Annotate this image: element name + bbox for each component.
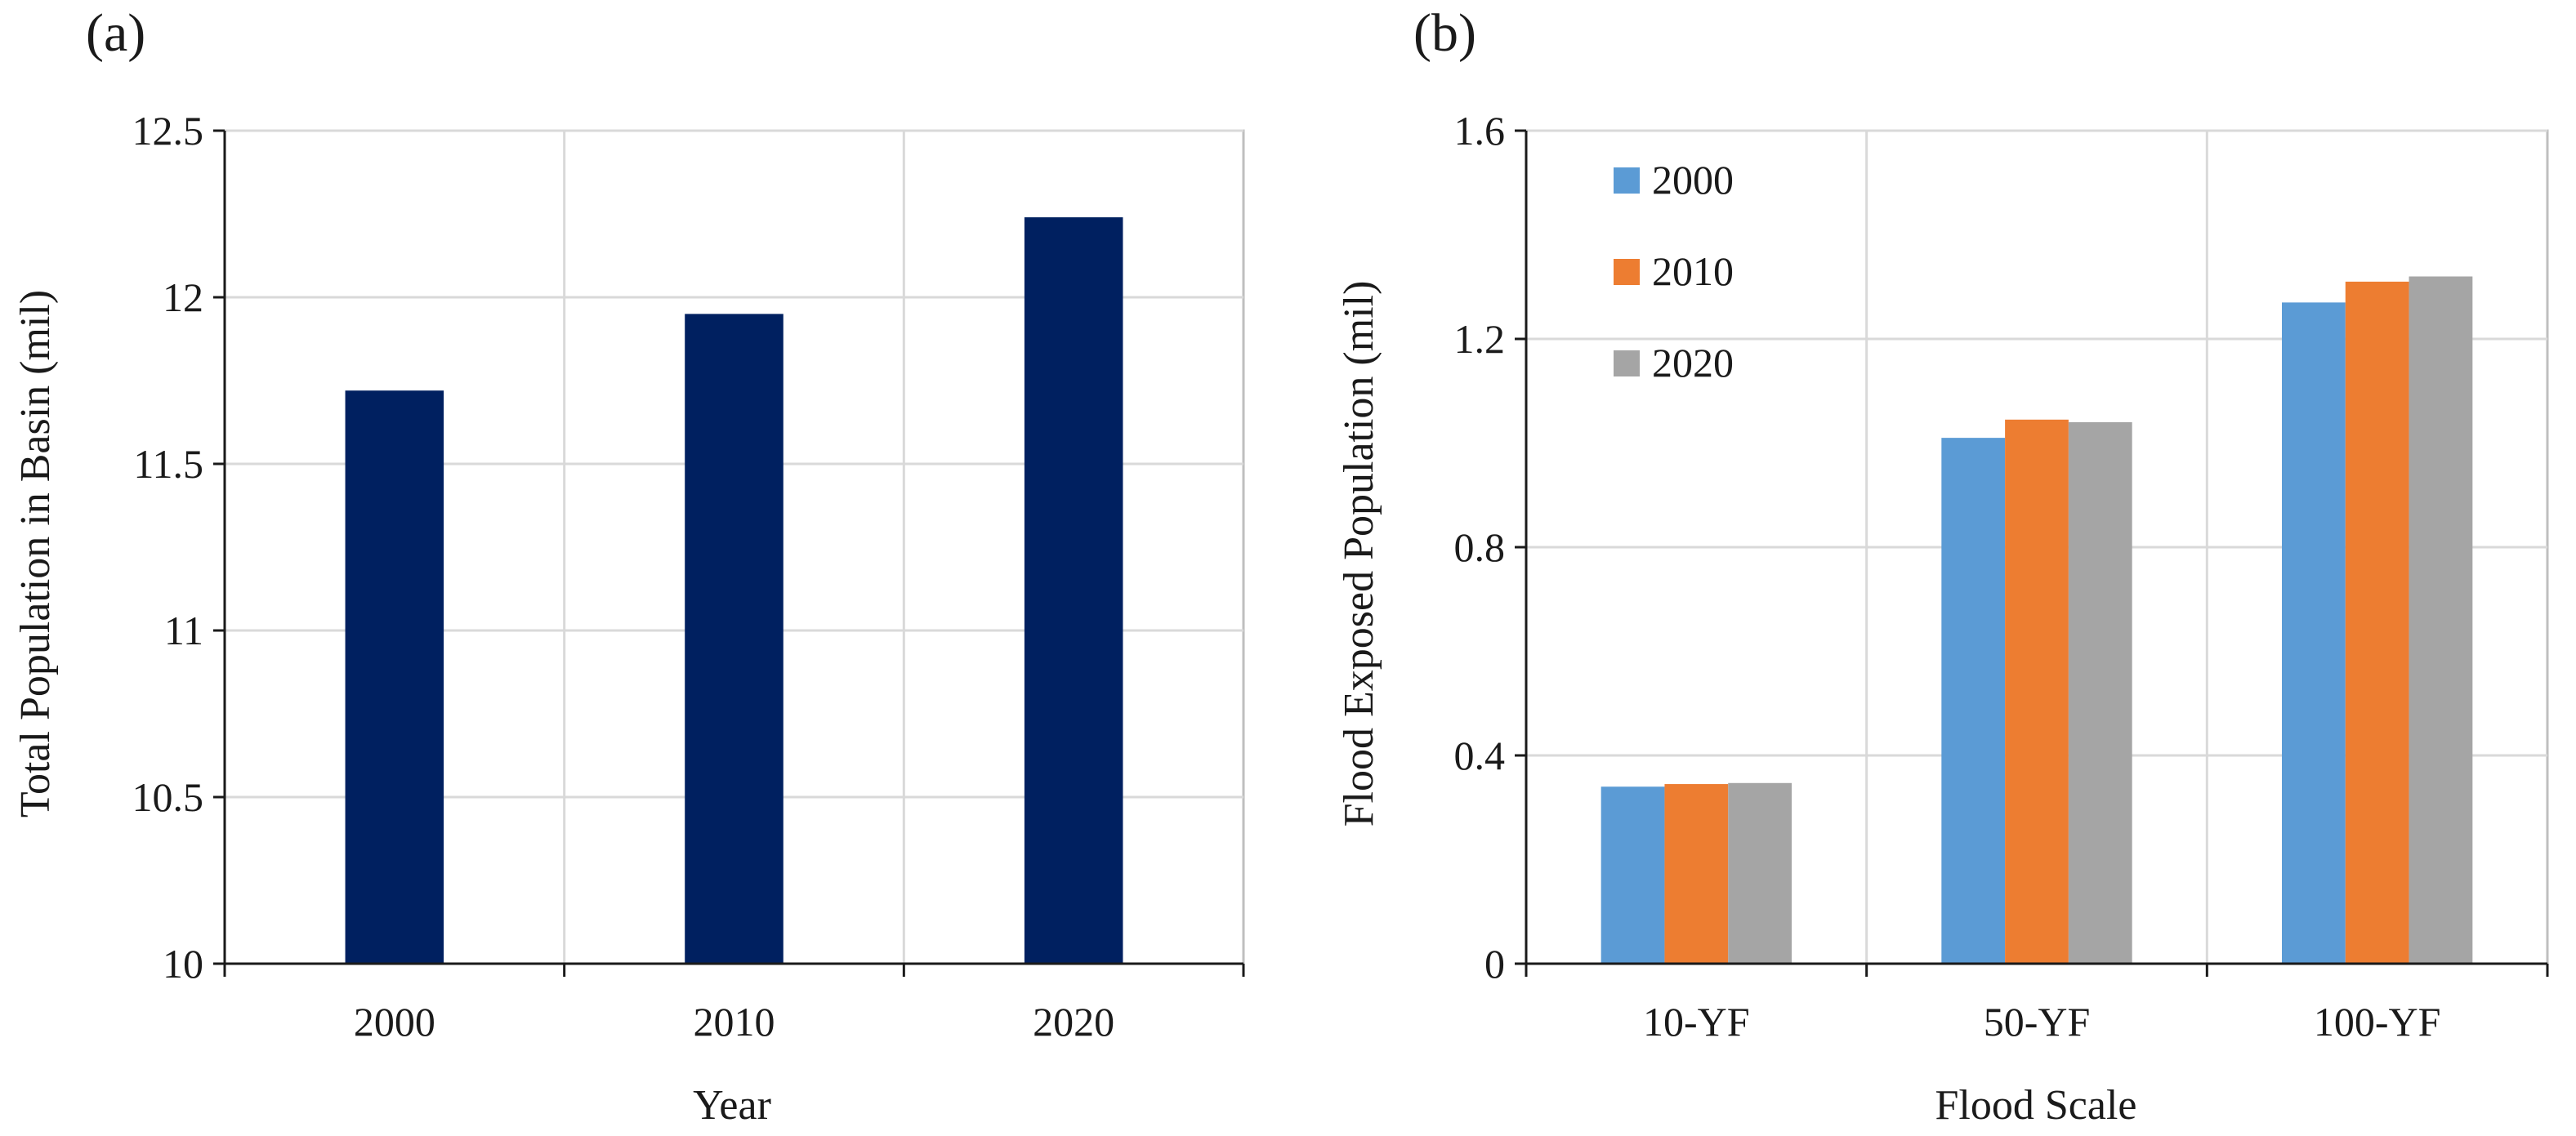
panel-b-axes (1515, 129, 2549, 977)
a-ytick-label-3: 11.5 (133, 441, 203, 487)
a-xtick-label-0: 2000 (354, 999, 435, 1045)
panel-b-x-ticks: 10-YF 50-YF 100-YF (1643, 999, 2440, 1045)
b-xtick-label-0: 10-YF (1643, 999, 1750, 1045)
b-ytick-label-4: 1.6 (1454, 108, 1506, 154)
a-xtick-label-1: 2010 (694, 999, 775, 1045)
panel-a-chart: (a) 10 10.5 11 11.5 12 12.5 2000 2010 2020 Year… (12, 3, 1245, 1129)
a-bar-2010 (685, 314, 784, 964)
legend-swatch-2000 (1614, 167, 1640, 194)
legend-swatch-2010 (1614, 259, 1640, 285)
a-bar-2000 (345, 390, 444, 964)
panel-b-y-ticks: 0 0.4 0.8 1.2 1.6 (1454, 108, 1506, 987)
b-bar-2000-10-YF (1601, 786, 1665, 964)
panel-a-label: (a) (86, 3, 145, 63)
panel-a-y-axis-title: Total Population in Basin (mil) (12, 290, 59, 817)
b-xtick-label-1: 50-YF (1984, 999, 2091, 1045)
legend-swatch-2020 (1614, 350, 1640, 376)
b-ytick-label-3: 1.2 (1454, 316, 1506, 362)
panel-a-x-axis-title: Year (693, 1082, 771, 1129)
panel-b-bars (1601, 276, 2473, 964)
legend-label-2010: 2010 (1652, 248, 1734, 294)
b-bar-2010-50-YF (2005, 419, 2069, 964)
b-bar-2020-50-YF (2068, 422, 2132, 964)
a-bar-2020 (1024, 217, 1123, 964)
panel-a-axes (213, 129, 1245, 977)
b-ytick-label-1: 0.4 (1454, 733, 1506, 778)
a-ytick-label-0: 10 (163, 941, 203, 987)
panel-b-legend: 2000 2010 2020 (1614, 157, 1734, 385)
b-ytick-label-2: 0.8 (1454, 524, 1506, 570)
panel-b-y-axis-title: Flood Exposed Population (mil) (1336, 281, 1382, 827)
panel-a-bars (345, 217, 1123, 964)
a-ytick-label-1: 10.5 (132, 774, 204, 820)
b-bar-2010-100-YF (2345, 281, 2409, 964)
panel-a-y-ticks: 10 10.5 11 11.5 12 12.5 (132, 108, 204, 987)
a-ytick-label-2: 11 (164, 608, 203, 653)
panel-b-chart: (b) 00.40.81.21.6 10-YF 50-YF 100-YF 20002… (1336, 3, 2549, 1129)
b-bar-2020-10-YF (1728, 782, 1792, 964)
panel-a-x-ticks: 2000 2010 2020 (354, 999, 1114, 1045)
b-bar-2000-100-YF (2282, 302, 2346, 964)
legend-label-2000: 2000 (1652, 157, 1734, 203)
legend-label-2020: 2020 (1652, 340, 1734, 385)
a-ytick-label-4: 12 (163, 274, 203, 320)
b-bar-2020-100-YF (2409, 276, 2473, 964)
panel-b-x-axis-title: Flood Scale (1935, 1082, 2137, 1129)
b-ytick-label-0: 0 (1484, 941, 1505, 987)
b-bar-2000-50-YF (1941, 438, 2006, 964)
panel-b-label: (b) (1413, 3, 1476, 63)
b-xtick-label-2: 100-YF (2314, 999, 2441, 1045)
a-xtick-label-2: 2020 (1033, 999, 1114, 1045)
a-ytick-label-5: 12.5 (132, 108, 204, 154)
b-bar-2010-10-YF (1664, 784, 1729, 964)
